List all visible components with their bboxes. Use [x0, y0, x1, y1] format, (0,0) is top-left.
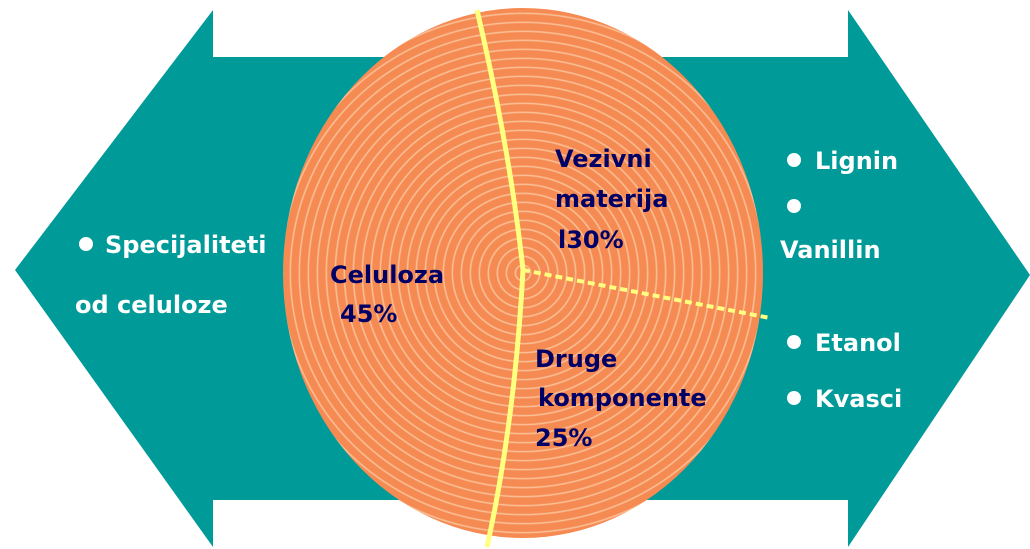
left-text: Specijaliteti — [105, 231, 267, 259]
right-item: Lignin — [815, 147, 898, 175]
bullet — [79, 237, 93, 251]
bullet — [787, 153, 801, 167]
right-item: Kvasci — [815, 385, 902, 413]
segment-label: 25% — [535, 424, 592, 452]
segment-label: Druge — [535, 345, 617, 373]
segment-label: komponente — [538, 384, 707, 412]
segment-label: l30% — [558, 226, 624, 254]
segment-label: Celuloza — [330, 261, 444, 289]
right-item: Vanillin — [780, 236, 881, 264]
bullet — [787, 335, 801, 349]
segment-label: 45% — [340, 300, 397, 328]
segment-label: materija — [555, 185, 668, 213]
dashed-divider — [522, 268, 771, 320]
bullet — [787, 199, 801, 213]
left-text: od celuloze — [75, 291, 228, 319]
segment-label: Vezivni — [555, 145, 652, 173]
right-item: Etanol — [815, 329, 901, 357]
bullet — [787, 391, 801, 405]
